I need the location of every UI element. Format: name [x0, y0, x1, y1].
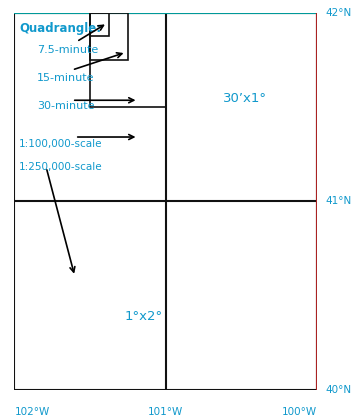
Text: 101°W: 101°W	[148, 407, 183, 416]
Text: 7.5-minute: 7.5-minute	[37, 44, 98, 54]
Text: 30’x1°: 30’x1°	[223, 92, 267, 105]
Text: 1°x2°: 1°x2°	[125, 310, 163, 323]
Text: 1:100,000-scale: 1:100,000-scale	[19, 139, 103, 149]
Text: 100°W: 100°W	[282, 407, 317, 416]
Bar	[90, 13, 128, 59]
Text: 41°N: 41°N	[326, 196, 352, 206]
Text: 102°W: 102°W	[14, 407, 50, 416]
Bar	[90, 13, 109, 36]
Text: 15-minute: 15-minute	[37, 73, 95, 83]
Text: 42°N: 42°N	[326, 8, 352, 18]
Text: Quadrangle:: Quadrangle:	[19, 22, 101, 35]
Bar	[90, 13, 166, 107]
Text: 40°N: 40°N	[326, 385, 352, 395]
Text: 30-minute: 30-minute	[37, 101, 95, 111]
Text: 1:250,000-scale: 1:250,000-scale	[19, 161, 103, 171]
